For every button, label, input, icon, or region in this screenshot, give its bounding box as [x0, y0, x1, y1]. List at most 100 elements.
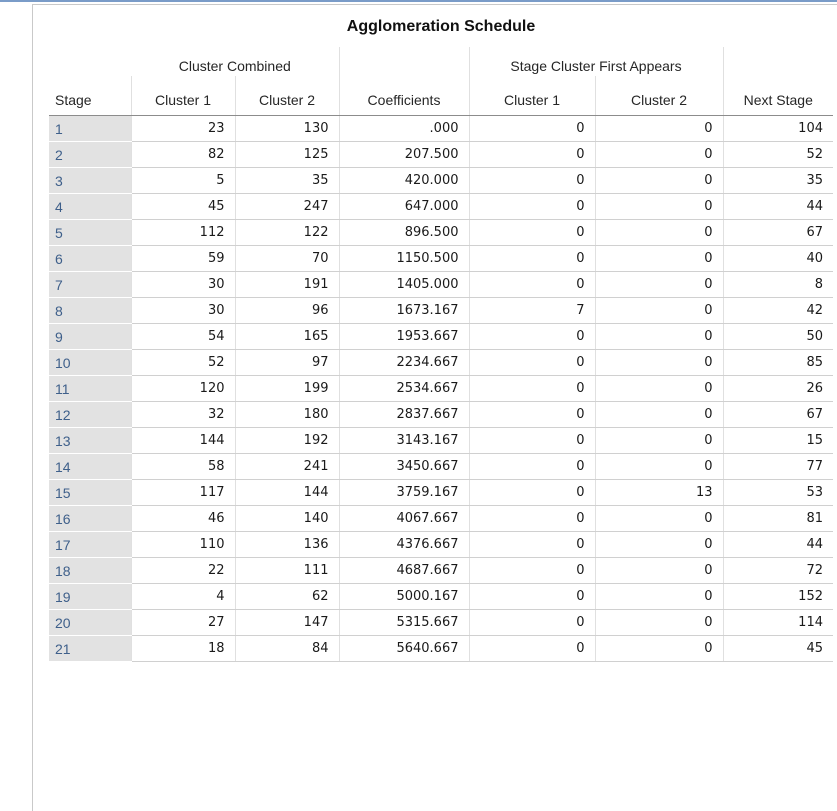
coefficient-cell: 3143.167 — [338, 427, 469, 454]
stage-cluster-1-cell: 0 — [468, 167, 595, 194]
agglomeration-schedule-table[interactable]: Agglomeration Schedule Cluster Combined … — [49, 11, 833, 662]
cluster-2-cell: 191 — [234, 271, 339, 298]
stage-cluster-2-cell: 0 — [594, 375, 723, 402]
stage-cell[interactable]: 15 — [49, 479, 131, 506]
table-body: 1 23 130.000 0 0 104 2 82 125 207.500 0 0 52 3 5 35 420.… — [49, 115, 833, 662]
coefficient-cell: 3759.167 — [338, 479, 469, 506]
table-row: 11 120 199 2534.667 0 0 26 — [49, 375, 833, 402]
next-stage-cell: 42 — [722, 297, 833, 324]
stage-cell[interactable]: 4 — [49, 193, 131, 220]
stage-cell[interactable]: 7 — [49, 271, 131, 298]
table-row: 8 30 96 1673.167 7 0 42 — [49, 297, 833, 324]
table-row: 12 32 180 2837.667 0 0 67 — [49, 401, 833, 428]
stage-cluster-2-cell: 0 — [594, 167, 723, 194]
stage-cluster-2-cell: 0 — [594, 193, 723, 220]
coefficient-cell: 2837.667 — [338, 401, 469, 428]
stage-cell[interactable]: 17 — [49, 531, 131, 558]
stage-cluster-1-cell: 0 — [468, 453, 595, 480]
stage-cluster-2-cell: 0 — [594, 505, 723, 532]
stage-cell[interactable]: 2 — [49, 141, 131, 168]
cluster-1-cell: 30 — [130, 297, 235, 324]
cluster-1-cell: 27 — [130, 609, 235, 636]
coefficient-cell: 2234.667 — [338, 349, 469, 376]
stage-cluster-1-cell: 0 — [468, 219, 595, 246]
stage-cluster-2-cell: 0 — [594, 323, 723, 350]
coefficient-cell: 4687.667 — [338, 557, 469, 584]
coefficient-cell: 207.500 — [338, 141, 469, 168]
header-cluster-1: Cluster 1 — [130, 76, 235, 116]
header-stage-spacer — [49, 47, 131, 76]
cluster-2-cell: 62 — [234, 583, 339, 610]
coefficient-cell: 1673.167 — [338, 297, 469, 324]
coefficient-cell: 3450.667 — [338, 453, 469, 480]
stage-cell[interactable]: 3 — [49, 167, 131, 194]
table-row: 17 110 136 4376.667 0 0 44 — [49, 531, 833, 558]
cluster-2-cell: 70 — [234, 245, 339, 272]
next-stage-cell: 114 — [722, 609, 833, 636]
cluster-2-cell: 97 — [234, 349, 339, 376]
stage-cell[interactable]: 16 — [49, 505, 131, 532]
header-next-stage-spacer — [722, 47, 833, 76]
cluster-1-cell: 30 — [130, 271, 235, 298]
cluster-1-cell: 120 — [130, 375, 235, 402]
cluster-1-cell: 46 — [130, 505, 235, 532]
table-row: 18 22 111 4687.667 0 0 72 — [49, 557, 833, 584]
stage-cell[interactable]: 8 — [49, 297, 131, 324]
stage-cell[interactable]: 21 — [49, 635, 131, 662]
stage-cell[interactable]: 11 — [49, 375, 131, 402]
next-stage-cell: 85 — [722, 349, 833, 376]
table-row: 21 18 84 5640.667 0 0 45 — [49, 635, 833, 662]
cluster-1-cell: 23 — [130, 115, 235, 142]
table-row: 16 46 140 4067.667 0 0 81 — [49, 505, 833, 532]
coefficient-cell: 2534.667 — [338, 375, 469, 402]
stage-cell[interactable]: 1 — [49, 115, 131, 142]
stage-cell[interactable]: 9 — [49, 323, 131, 350]
next-stage-cell: 152 — [722, 583, 833, 610]
table-row: 3 5 35 420.000 0 0 35 — [49, 167, 833, 194]
cluster-2-cell: 192 — [234, 427, 339, 454]
stage-cell[interactable]: 20 — [49, 609, 131, 636]
next-stage-cell: 44 — [722, 531, 833, 558]
stage-cell[interactable]: 14 — [49, 453, 131, 480]
stage-cell[interactable]: 13 — [49, 427, 131, 454]
cluster-2-cell: 144 — [234, 479, 339, 506]
stage-cluster-2-cell: 0 — [594, 427, 723, 454]
stage-cell[interactable]: 12 — [49, 401, 131, 428]
cluster-2-cell: 122 — [234, 219, 339, 246]
cluster-2-cell: 35 — [234, 167, 339, 194]
cluster-2-cell: 241 — [234, 453, 339, 480]
header-next-stage: Next Stage — [722, 76, 833, 116]
stage-cluster-2-cell: 13 — [594, 479, 723, 506]
output-viewer-pane: Agglomeration Schedule Cluster Combined … — [32, 4, 837, 811]
stage-cell[interactable]: 18 — [49, 557, 131, 584]
stage-cluster-1-cell: 0 — [468, 323, 595, 350]
table-row: 14 58 241 3450.667 0 0 77 — [49, 453, 833, 480]
stage-cluster-1-cell: 0 — [468, 531, 595, 558]
stage-cluster-1-cell: 0 — [468, 375, 595, 402]
stage-cell[interactable]: 5 — [49, 219, 131, 246]
header-column-row: Stage Cluster 1 Cluster 2 Coefficients C… — [49, 76, 833, 116]
stage-cluster-2-cell: 0 — [594, 531, 723, 558]
next-stage-cell: 77 — [722, 453, 833, 480]
stage-cluster-2-cell: 0 — [594, 141, 723, 168]
coefficient-cell: 647.000 — [338, 193, 469, 220]
stage-cell[interactable]: 19 — [49, 583, 131, 610]
table-row: 4 45 247 647.000 0 0 44 — [49, 193, 833, 220]
stage-cluster-1-cell: 0 — [468, 349, 595, 376]
cluster-1-cell: 144 — [130, 427, 235, 454]
coefficient-cell: 1150.500 — [338, 245, 469, 272]
stage-cluster-1-cell: 0 — [468, 245, 595, 272]
coefficient-cell: 5640.667 — [338, 635, 469, 662]
stage-cluster-2-cell: 0 — [594, 635, 723, 662]
stage-cluster-2-cell: 0 — [594, 297, 723, 324]
table-row: 5 112 122 896.500 0 0 67 — [49, 219, 833, 246]
next-stage-cell: 67 — [722, 219, 833, 246]
cluster-1-cell: 82 — [130, 141, 235, 168]
stage-cell[interactable]: 6 — [49, 245, 131, 272]
stage-cluster-1-cell: 0 — [468, 401, 595, 428]
stage-cluster-1-cell: 0 — [468, 141, 595, 168]
stage-cell[interactable]: 10 — [49, 349, 131, 376]
cluster-1-cell: 59 — [130, 245, 235, 272]
cluster-2-cell: 140 — [234, 505, 339, 532]
coefficient-cell: 1405.000 — [338, 271, 469, 298]
